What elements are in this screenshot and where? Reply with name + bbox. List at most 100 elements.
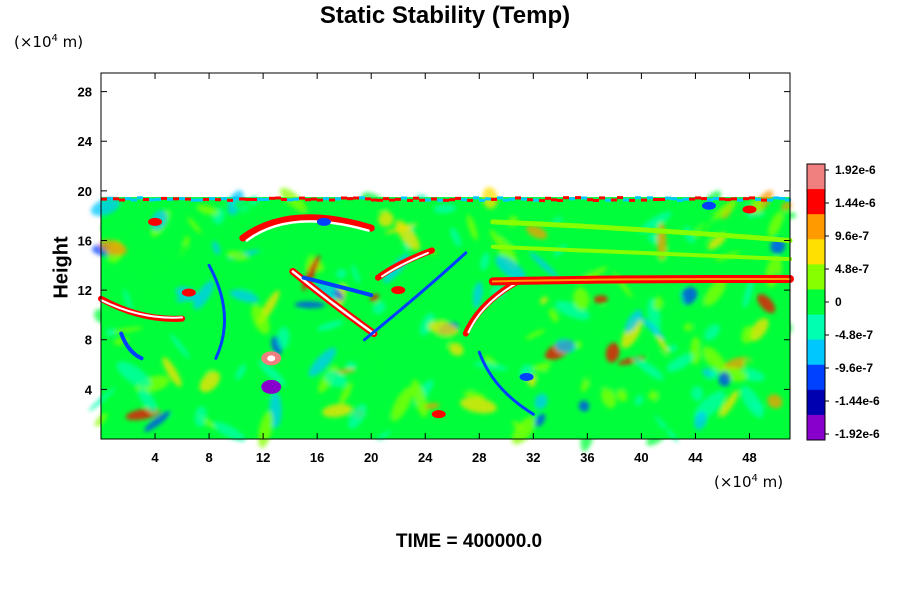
- top-edge-cell: [347, 197, 353, 201]
- top-edge-cell: [443, 198, 449, 202]
- field-texture-patch: [646, 379, 655, 387]
- top-edge-cell: [419, 198, 425, 202]
- x-axis-unit: (×104 m): [714, 473, 784, 491]
- field-texture-patch: [390, 386, 414, 422]
- field-texture-patch: [480, 252, 490, 271]
- field-texture-patch: [316, 320, 344, 331]
- field-texture-patch: [424, 402, 440, 410]
- field-texture-patch: [466, 214, 478, 241]
- field-texture-patch: [495, 255, 526, 282]
- field-texture-patch: [224, 212, 258, 238]
- field-texture-patch: [621, 318, 643, 349]
- field-spot: [148, 217, 163, 226]
- field-texture-patch: [376, 430, 391, 441]
- x-tick-label: 24: [418, 450, 433, 465]
- top-edge-cell: [461, 198, 467, 202]
- field-texture-patch: [712, 200, 738, 220]
- field-texture-patch: [781, 201, 792, 211]
- field-texture-patch: [578, 255, 590, 277]
- top-edge-cell: [287, 198, 293, 202]
- field-texture-patch: [637, 314, 665, 340]
- heatmap-field: [88, 186, 797, 452]
- field-texture-patch: [324, 370, 347, 388]
- field-texture-patch: [170, 413, 184, 426]
- field-texture-patch: [88, 387, 116, 412]
- field-texture-patch: [593, 295, 608, 304]
- top-edge-cell: [275, 196, 281, 200]
- top-edge-cell: [425, 198, 431, 202]
- top-edge-cell: [467, 198, 473, 202]
- top-edge-cell: [251, 198, 257, 201]
- field-texture-patch: [540, 296, 548, 305]
- field-spot: [701, 201, 716, 210]
- x-tick-label: 12: [256, 450, 270, 465]
- x-tick-label: 48: [742, 450, 756, 465]
- top-edge-cell: [767, 198, 773, 202]
- field-texture-patch: [162, 357, 182, 387]
- field-texture-patch: [123, 288, 133, 314]
- top-edge-cell: [515, 196, 521, 200]
- top-edge-cell: [221, 197, 227, 201]
- top-edge-cell: [293, 197, 299, 201]
- top-edge-cell: [161, 196, 167, 200]
- field-texture-patch: [99, 239, 127, 256]
- top-edge-cell: [167, 197, 173, 201]
- top-edge-cell: [329, 198, 335, 202]
- field-texture-patch: [703, 346, 726, 372]
- field-texture-patch: [419, 312, 435, 336]
- top-edge-cell: [269, 196, 275, 200]
- top-edge-cell: [485, 197, 491, 201]
- top-edge-cell: [779, 196, 785, 200]
- field-texture-patch: [667, 353, 694, 372]
- field-texture-patch: [277, 327, 290, 349]
- filament-arc-core: [381, 251, 429, 278]
- top-edge-cell: [545, 196, 551, 200]
- y-tick-label: 4: [85, 382, 93, 397]
- field-texture-patch: [187, 217, 202, 234]
- top-edge-cell: [113, 197, 119, 201]
- x-tick-label: 44: [688, 450, 703, 465]
- x-tick-label: 4: [151, 450, 159, 465]
- chart-title: Static Stability (Temp): [319, 2, 571, 29]
- top-edge-cell: [383, 197, 389, 201]
- colorbar-swatch: [807, 289, 825, 316]
- field-texture-patch: [526, 225, 548, 239]
- top-edge-cell: [413, 196, 419, 200]
- field-texture-patch: [391, 297, 414, 333]
- top-edge-cell: [359, 196, 365, 200]
- field-texture-patch: [450, 227, 462, 247]
- field-texture-patch: [378, 211, 394, 227]
- field-texture-patch: [525, 329, 546, 340]
- field-texture-patch: [757, 294, 776, 314]
- top-edge-cell: [341, 196, 347, 200]
- y-tick-label: 16: [78, 233, 92, 248]
- top-edge-cell: [725, 198, 731, 202]
- top-edge-cell: [539, 199, 545, 203]
- x-tick-label: 32: [526, 450, 540, 465]
- colorbar-swatch: [807, 164, 825, 190]
- field-texture-patch: [407, 262, 427, 278]
- x-tick-label: 16: [310, 450, 324, 465]
- field-texture-patch: [357, 236, 376, 258]
- top-edge-cell: [155, 197, 161, 201]
- top-edge-cell: [581, 196, 587, 200]
- top-edge-cell: [611, 198, 617, 202]
- field-texture-patch: [339, 382, 353, 405]
- colorbar-swatch: [807, 239, 825, 265]
- top-edge-cell: [323, 197, 329, 201]
- field-texture-patch: [577, 362, 589, 375]
- top-edge-cell: [305, 198, 311, 202]
- field-texture-patch: [534, 413, 546, 427]
- field-top-edge: [101, 196, 791, 203]
- field-texture-patch: [449, 342, 464, 356]
- top-edge-cell: [449, 198, 455, 202]
- field-texture-patch: [235, 364, 246, 380]
- field-texture-patch: [132, 259, 143, 274]
- x-tick-label: 20: [364, 450, 378, 465]
- field-texture-patch: [632, 356, 664, 381]
- field-texture-patch: [251, 304, 270, 335]
- top-edge-cell: [401, 196, 407, 200]
- top-edge-cell: [521, 197, 527, 201]
- field-texture-patch: [308, 347, 337, 377]
- top-edge-cell: [263, 198, 269, 201]
